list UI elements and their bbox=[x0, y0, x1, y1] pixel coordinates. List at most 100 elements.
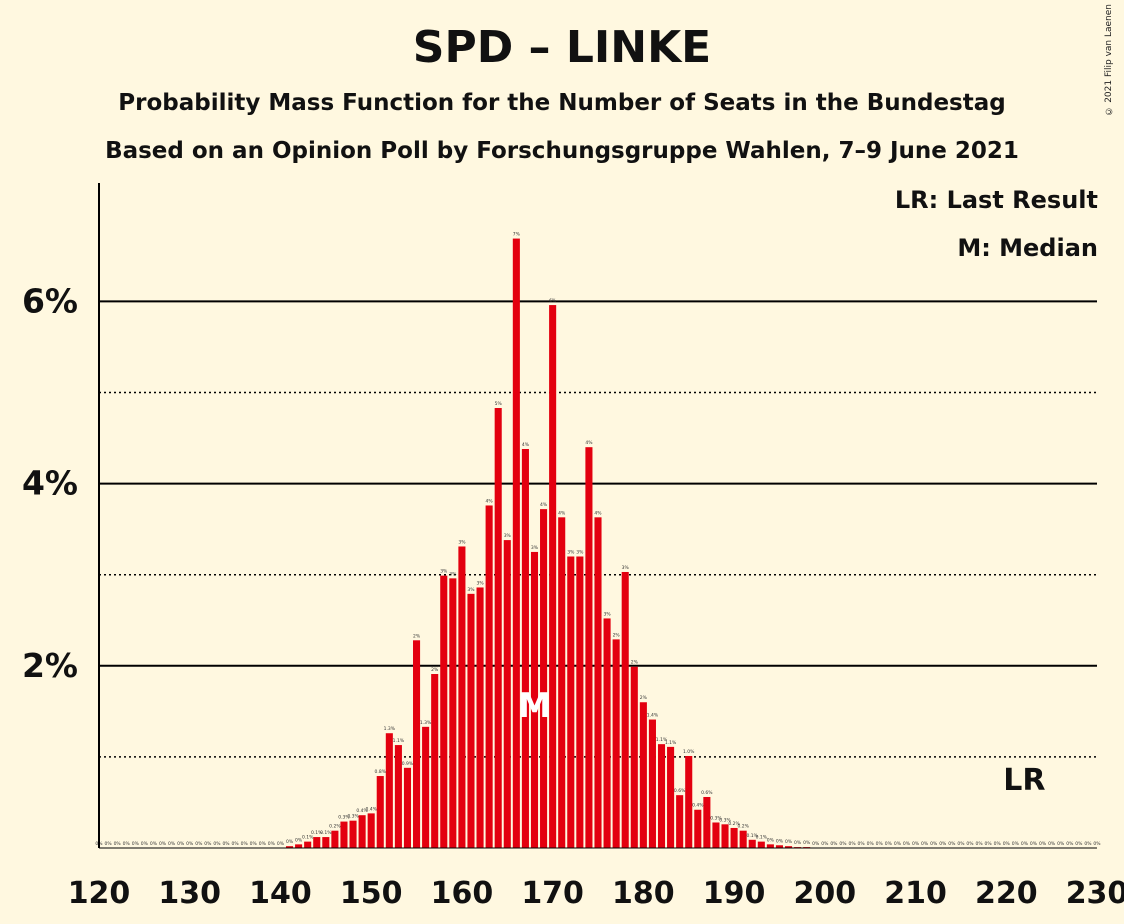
bar-value-label: 0% bbox=[867, 841, 875, 847]
bar bbox=[540, 509, 548, 848]
bar-value-label: 0% bbox=[114, 841, 122, 847]
bar bbox=[757, 841, 765, 848]
bar-value-label: 3% bbox=[622, 565, 630, 571]
bar bbox=[521, 449, 529, 848]
x-tick-label: 200 bbox=[794, 876, 857, 911]
bar bbox=[603, 618, 611, 848]
bar-value-label: 3% bbox=[458, 539, 466, 545]
bar-value-label: 0.1% bbox=[320, 830, 332, 836]
bar bbox=[712, 822, 720, 848]
bar bbox=[748, 839, 756, 848]
bar bbox=[576, 556, 584, 848]
bar bbox=[403, 767, 412, 848]
bar bbox=[476, 587, 484, 848]
bar bbox=[385, 733, 393, 848]
bar bbox=[594, 517, 602, 848]
x-tick-label: 160 bbox=[431, 876, 494, 911]
bar-value-label: 0% bbox=[876, 841, 884, 847]
bar-value-label: 0.4% bbox=[365, 806, 377, 812]
bar-value-label: 0% bbox=[830, 841, 838, 847]
bar bbox=[558, 517, 566, 848]
bar-value-label: 1.1% bbox=[393, 738, 405, 744]
bar bbox=[285, 846, 294, 848]
bar-value-label: 0% bbox=[286, 839, 294, 845]
bar-value-label: 0% bbox=[1030, 841, 1038, 847]
bar-value-label: 1.0% bbox=[683, 749, 695, 755]
bar bbox=[549, 305, 557, 848]
bar bbox=[295, 844, 303, 848]
median-marker: M bbox=[518, 686, 552, 726]
bar bbox=[512, 238, 520, 849]
bar-value-label: 4% bbox=[486, 498, 494, 504]
bar-value-label: 4% bbox=[558, 510, 566, 516]
bar-value-label: 0% bbox=[195, 841, 203, 847]
bar-value-label: 0% bbox=[277, 841, 285, 847]
bar bbox=[304, 841, 312, 848]
bar-value-label: 0% bbox=[939, 841, 947, 847]
bar-value-label: 0% bbox=[803, 840, 811, 846]
bar-value-label: 0% bbox=[885, 841, 893, 847]
bar-value-label: 1.4% bbox=[647, 713, 659, 719]
y-tick-labels: 2% 4% 6% bbox=[22, 281, 78, 684]
bar bbox=[458, 546, 466, 848]
bar-value-label: 0% bbox=[985, 841, 993, 847]
bar-value-label: 3% bbox=[604, 611, 612, 617]
bar-value-label: 0.1% bbox=[756, 835, 768, 841]
bar-value-label: 3% bbox=[476, 580, 484, 586]
bar-value-label: 0% bbox=[177, 841, 185, 847]
bar-value-label: 0% bbox=[1003, 841, 1011, 847]
x-tick-label: 230 bbox=[1066, 876, 1124, 911]
bar-value-label: 0.2% bbox=[737, 824, 749, 830]
y-tick-label: 6% bbox=[22, 281, 78, 320]
bar-value-label: 0% bbox=[994, 841, 1002, 847]
bar bbox=[413, 640, 421, 848]
bar-value-label: 0.1% bbox=[311, 830, 323, 836]
bar-value-label: 2% bbox=[640, 695, 648, 701]
bar-value-label: 4% bbox=[585, 440, 593, 446]
bar-value-label: 5% bbox=[495, 401, 503, 407]
bar-value-label: 0% bbox=[241, 841, 249, 847]
bar-value-label: 0% bbox=[105, 841, 113, 847]
bar-value-label: 0.6% bbox=[701, 790, 713, 796]
bar-value-label: 1.1% bbox=[656, 737, 668, 743]
bar-value-label: 0.3% bbox=[719, 817, 731, 823]
bar-value-label: 0% bbox=[894, 841, 902, 847]
chart-subtitle-source: Based on an Opinion Poll by Forschungsgr… bbox=[105, 138, 1019, 164]
bar-value-label: 2% bbox=[631, 660, 639, 666]
x-tick-label: 220 bbox=[975, 876, 1038, 911]
bar-value-label: 0% bbox=[839, 841, 847, 847]
bar-value-label: 1.1% bbox=[665, 740, 677, 746]
bar bbox=[467, 593, 475, 848]
bar-value-labels: 0% 0% 0% 0% 0% 0% 0% 0% 0% 0% 0% 0% 0% 0% 0% 0% 0% 0% 0% 0%… bbox=[95, 232, 1101, 847]
bar-value-label: 0% bbox=[213, 841, 221, 847]
bar bbox=[485, 505, 493, 848]
chart-title: SPD – LINKE bbox=[412, 22, 712, 73]
bar bbox=[739, 830, 747, 848]
x-tick-label: 140 bbox=[249, 876, 312, 911]
bar bbox=[775, 845, 783, 848]
bar bbox=[612, 639, 620, 848]
bar-value-label: 7% bbox=[513, 232, 521, 238]
bar-value-label: 0% bbox=[848, 841, 856, 847]
bar-value-label: 0% bbox=[776, 838, 784, 844]
bar-value-label: 0% bbox=[1066, 841, 1074, 847]
bar bbox=[721, 824, 729, 848]
bar-value-label: 4% bbox=[522, 442, 530, 448]
bar-value-label: 3% bbox=[467, 587, 475, 593]
x-tick-label: 190 bbox=[703, 876, 766, 911]
bar-value-label: 0.4% bbox=[692, 803, 704, 809]
bar-value-label: 0% bbox=[1012, 841, 1020, 847]
bar-value-label: 6% bbox=[549, 298, 557, 304]
axes bbox=[98, 183, 1097, 849]
bar-value-label: 2% bbox=[413, 633, 421, 639]
bar bbox=[394, 745, 402, 848]
x-tick-label: 210 bbox=[884, 876, 947, 911]
bar-value-label: 0% bbox=[957, 841, 965, 847]
bar-value-label: 0% bbox=[921, 841, 929, 847]
x-tick-label: 180 bbox=[612, 876, 675, 911]
bar-value-label: 0% bbox=[1048, 841, 1056, 847]
bar-value-label: 0% bbox=[821, 841, 829, 847]
bar bbox=[331, 830, 339, 848]
markers: LR M bbox=[518, 686, 1046, 798]
